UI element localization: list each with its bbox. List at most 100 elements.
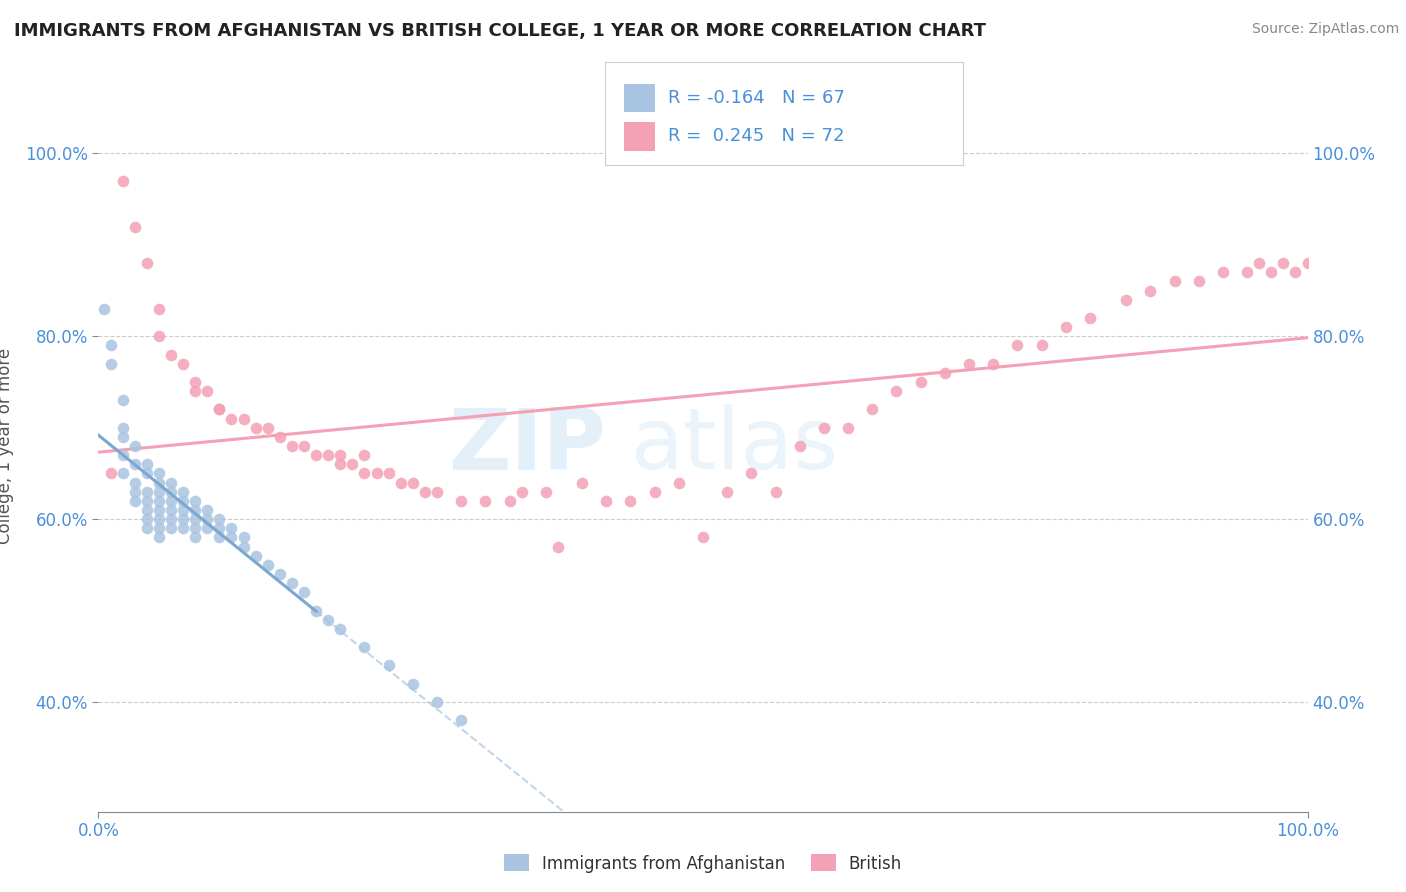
Point bbox=[910, 375, 932, 389]
Point bbox=[716, 484, 738, 499]
Point bbox=[195, 503, 218, 517]
Point bbox=[813, 421, 835, 435]
Point bbox=[100, 467, 122, 481]
Point bbox=[837, 421, 859, 435]
Y-axis label: College, 1 year or more: College, 1 year or more bbox=[0, 348, 14, 544]
Point bbox=[1163, 275, 1185, 289]
Point bbox=[245, 549, 267, 563]
Text: IMMIGRANTS FROM AFGHANISTAN VS BRITISH COLLEGE, 1 YEAR OR MORE CORRELATION CHART: IMMIGRANTS FROM AFGHANISTAN VS BRITISH C… bbox=[14, 22, 986, 40]
Point bbox=[160, 475, 183, 490]
Point bbox=[124, 219, 146, 234]
Point bbox=[450, 714, 472, 728]
Point bbox=[353, 448, 375, 462]
Point bbox=[498, 494, 520, 508]
Legend: Immigrants from Afghanistan, British: Immigrants from Afghanistan, British bbox=[498, 847, 908, 880]
Point bbox=[148, 475, 170, 490]
Point bbox=[1272, 256, 1295, 270]
Point bbox=[281, 439, 304, 453]
Point bbox=[305, 448, 328, 462]
Point bbox=[135, 494, 157, 508]
Point bbox=[377, 658, 399, 673]
Point bbox=[981, 357, 1004, 371]
Point bbox=[377, 467, 399, 481]
Point bbox=[124, 484, 146, 499]
Point bbox=[184, 503, 207, 517]
Point bbox=[172, 494, 194, 508]
Point bbox=[111, 421, 134, 435]
Point bbox=[269, 567, 291, 582]
Point bbox=[1007, 338, 1029, 352]
Point bbox=[148, 467, 170, 481]
Point bbox=[692, 530, 714, 544]
Point bbox=[135, 521, 157, 535]
Text: R = -0.164   N = 67: R = -0.164 N = 67 bbox=[668, 89, 845, 107]
Point bbox=[124, 457, 146, 471]
Point bbox=[172, 512, 194, 526]
Point bbox=[208, 402, 231, 417]
Point bbox=[172, 484, 194, 499]
Point bbox=[329, 448, 352, 462]
Point bbox=[934, 366, 956, 380]
Point bbox=[765, 484, 787, 499]
Text: Source: ZipAtlas.com: Source: ZipAtlas.com bbox=[1251, 22, 1399, 37]
Point bbox=[305, 603, 328, 617]
Point bbox=[184, 530, 207, 544]
Point bbox=[111, 174, 134, 188]
Point bbox=[160, 503, 183, 517]
Point bbox=[426, 695, 449, 709]
Point bbox=[172, 357, 194, 371]
Point bbox=[160, 521, 183, 535]
Point bbox=[208, 521, 231, 535]
Point bbox=[1260, 265, 1282, 279]
Point bbox=[124, 475, 146, 490]
Point bbox=[1188, 275, 1211, 289]
Point bbox=[619, 494, 641, 508]
Point bbox=[1031, 338, 1053, 352]
Point bbox=[860, 402, 883, 417]
Point bbox=[148, 512, 170, 526]
Point bbox=[148, 503, 170, 517]
Point bbox=[353, 640, 375, 655]
Point bbox=[245, 421, 267, 435]
Point bbox=[1139, 284, 1161, 298]
Point bbox=[329, 457, 352, 471]
Point bbox=[402, 676, 425, 690]
Point bbox=[353, 467, 375, 481]
Point bbox=[100, 338, 122, 352]
Point bbox=[329, 622, 352, 636]
Point bbox=[184, 512, 207, 526]
Point bbox=[256, 558, 278, 572]
Point bbox=[316, 613, 339, 627]
Point bbox=[256, 421, 278, 435]
Point bbox=[148, 484, 170, 499]
Point bbox=[160, 512, 183, 526]
Point bbox=[195, 384, 218, 399]
Point bbox=[195, 512, 218, 526]
Point bbox=[232, 540, 254, 554]
Point bbox=[292, 585, 315, 599]
Point bbox=[135, 467, 157, 481]
Point bbox=[160, 347, 183, 362]
Point bbox=[281, 576, 304, 591]
Point bbox=[644, 484, 666, 499]
Point bbox=[148, 329, 170, 343]
Point bbox=[135, 457, 157, 471]
Point bbox=[184, 521, 207, 535]
Point bbox=[208, 402, 231, 417]
Point bbox=[1249, 256, 1271, 270]
Point bbox=[316, 448, 339, 462]
Point bbox=[172, 503, 194, 517]
Point bbox=[886, 384, 908, 399]
Point bbox=[789, 439, 811, 453]
Text: R =  0.245   N = 72: R = 0.245 N = 72 bbox=[668, 128, 845, 145]
Point bbox=[740, 467, 762, 481]
Point bbox=[111, 448, 134, 462]
Point bbox=[135, 256, 157, 270]
Text: atlas: atlas bbox=[630, 404, 838, 488]
Point bbox=[1078, 311, 1101, 326]
Point bbox=[160, 484, 183, 499]
Point bbox=[342, 457, 364, 471]
Point bbox=[221, 530, 243, 544]
Point bbox=[208, 512, 231, 526]
Point bbox=[595, 494, 617, 508]
